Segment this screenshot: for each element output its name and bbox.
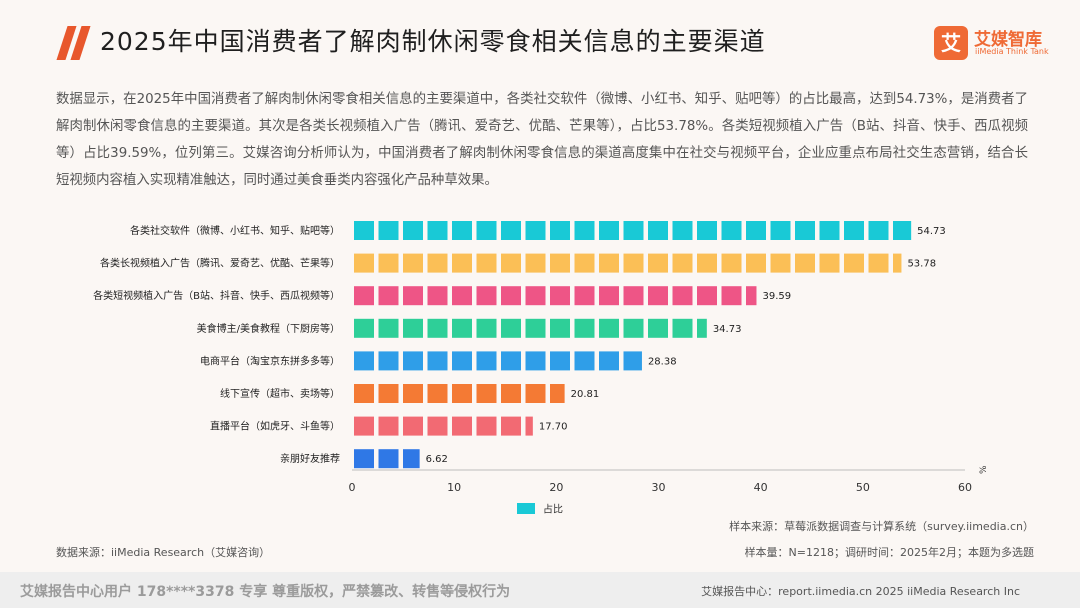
bar [354,253,902,273]
logo-text-cn: 艾媒智库 [974,30,1042,50]
report-center-credit: 艾媒报告中心：report.iimedia.cn 2025 iiMedia Re… [701,585,1020,598]
legend-label: 占比 [543,503,563,516]
bar [354,318,707,338]
value-label: 6.62 [426,454,448,465]
category-label: 直播平台（如虎牙、斗鱼等） [210,420,340,433]
value-label: 28.38 [648,356,677,367]
sample-source-note: 样本来源：草莓派数据调查与计算系统（survey.iimedia.cn） [729,520,1034,533]
x-tick-label: 0 [349,481,356,494]
logo-text-en: iiMedia Think Tank [975,47,1049,56]
x-axis-unit-label: % [979,465,989,474]
summary-paragraph: 数据显示，在2025年中国消费者了解肉制休闲零食相关信息的主要渠道中，各类社交软… [56,92,1028,188]
data-source-note: 数据来源：iiMedia Research（艾媒咨询） [56,546,271,559]
category-label: 各类长视频植入广告（腾讯、爱奇艺、优酷、芒果等） [100,257,340,270]
x-tick-label: 10 [447,481,461,494]
value-label: 53.78 [907,259,936,270]
copyright-notice: 艾媒报告中心用户 178****3378 专享 尊重版权，严禁篡改、转售等侵权行… [20,584,511,600]
x-tick-label: 20 [549,481,563,494]
category-label: 亲朋好友推荐 [280,452,340,465]
bar [354,286,757,306]
x-tick-label: 40 [754,481,768,494]
value-label: 20.81 [571,389,600,400]
value-label: 39.59 [762,291,791,302]
category-label: 各类短视频植入广告（B站、抖音、快手、西瓜视频等） [93,289,340,302]
category-label: 电商平台（淘宝京东拼多多等） [200,354,340,367]
legend-swatch [517,503,535,514]
logo-mark-icon: 艾 [934,26,968,60]
value-label: 34.73 [713,324,742,335]
page-title: 2025年中国消费者了解肉制休闲零食相关信息的主要渠道 [100,27,766,56]
bar [354,384,565,403]
bar [354,351,642,371]
title-bar: 2025年中国消费者了解肉制休闲零食相关信息的主要渠道 艾 艾媒智库 iiMed… [0,18,1080,68]
legend: 占比 [517,503,563,516]
value-label: 54.73 [917,226,946,237]
bar [354,449,420,469]
category-label: 美食博主/美食教程（下厨房等） [197,322,340,335]
value-label: 17.70 [539,422,568,433]
category-label: 线下宣传（超市、卖场等） [220,387,340,400]
category-label: 各类社交软件（微博、小红书、知乎、贴吧等） [130,224,340,237]
iimedia-logo: 艾 艾媒智库 iiMedia Think Tank [934,24,1074,64]
footer: 艾媒报告中心用户 178****3378 专享 尊重版权，严禁篡改、转售等侵权行… [0,572,1080,608]
sample-size-note: 样本量：N=1218；调研时间：2025年2月；本题为多选题 [744,546,1034,559]
x-tick-label: 30 [652,481,666,494]
bar [354,416,533,436]
x-axis-ticks: 0 10 20 30 40 50 60 [349,481,973,494]
bars-layer: 各类社交软件（微博、小红书、知乎、贴吧等） 54.73 各类长视频植入广告（腾讯、爱… [93,221,946,469]
bar [354,221,912,240]
x-tick-label: 60 [958,481,972,494]
x-tick-label: 50 [856,481,870,494]
